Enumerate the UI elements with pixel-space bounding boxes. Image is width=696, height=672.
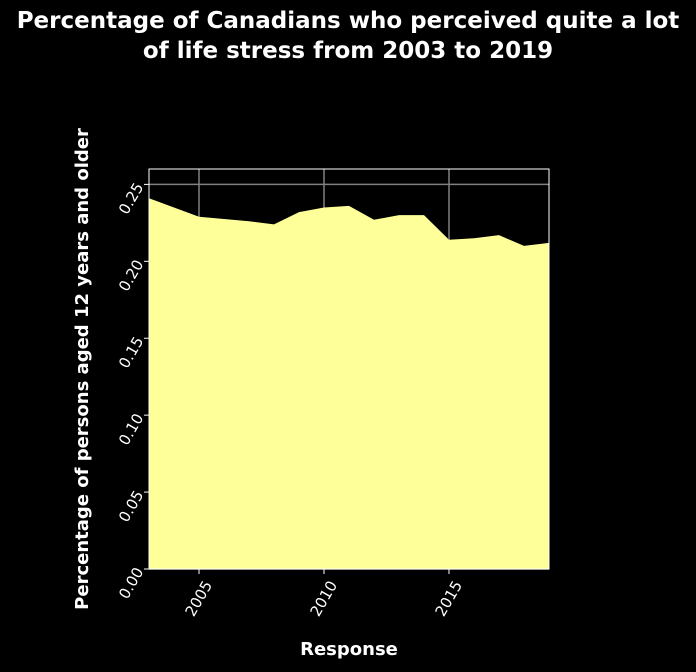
x-tick-label: 2010 — [306, 578, 341, 620]
area-series — [149, 198, 549, 569]
plot-frame — [148, 168, 550, 570]
y-axis-label: Percentage of persons aged 12 years and … — [72, 128, 93, 610]
x-tick-label: 2015 — [431, 578, 466, 620]
y-tick-label: 0.15 — [115, 333, 147, 371]
y-tick-label: 0.20 — [115, 257, 147, 295]
chart-title: Percentage of Canadians who perceived qu… — [16, 8, 680, 64]
y-tick-label: 0.05 — [115, 487, 147, 525]
y-tick-label: 0.10 — [115, 410, 147, 448]
y-tick-label: 0.00 — [115, 564, 147, 602]
x-tick-label: 2005 — [181, 578, 216, 620]
x-axis-label: Response — [300, 639, 398, 660]
y-tick-label: 0.25 — [115, 180, 147, 218]
